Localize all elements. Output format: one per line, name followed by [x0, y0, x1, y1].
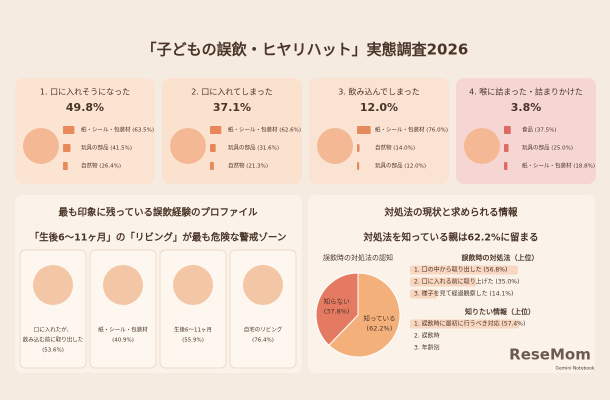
bar	[63, 162, 68, 170]
list-item: 2. 誤飲時	[414, 332, 440, 340]
bar	[410, 265, 518, 275]
item-label: 食品 (37.5%)	[522, 126, 557, 134]
illustration	[464, 128, 500, 164]
bar	[210, 126, 222, 134]
illustration	[33, 265, 73, 305]
card-rate: 3.8%	[511, 101, 542, 114]
bar	[504, 126, 511, 134]
item-label: 玩具の部品 (12.0%)	[375, 162, 426, 170]
card-heading: 3. 飲み込んでしまった	[338, 87, 419, 97]
bar	[410, 289, 437, 299]
bar	[357, 126, 371, 134]
tile-caption: (76.4%)	[252, 338, 274, 344]
response-subtitle: 対処法を知っている親は62.2%に留まる	[363, 232, 539, 244]
tile-caption: (53.6%)	[42, 348, 64, 354]
profile-subtitle: 「生後6～11ヶ月」の「リビング」が最も危険な警戒ゾーン	[30, 232, 287, 244]
tile-caption: 紙・シール・包装材	[98, 326, 148, 334]
illustration	[173, 265, 213, 305]
item-label: 玩具の部品 (31.6%)	[228, 144, 279, 152]
response-heading: 対処法の現状と求められる情報	[383, 207, 518, 219]
illustration	[317, 128, 353, 164]
illustration	[243, 265, 283, 305]
pie-slice	[315, 272, 359, 346]
bar	[504, 162, 508, 170]
card-heading: 2. 口に入れてしまった	[191, 88, 273, 97]
bar	[504, 144, 509, 152]
illustration	[170, 128, 206, 164]
profile-heading: 最も印象に残っている誤飲経験のプロファイル	[58, 207, 258, 219]
pie-pct: (37.8%)	[324, 307, 350, 315]
pie-label: 知っている	[363, 314, 395, 323]
tile-caption: 口に入れたが、	[34, 326, 72, 334]
card-rate: 37.1%	[213, 101, 251, 114]
pie-label: 知らない	[324, 296, 350, 305]
list-item: 1. 口の中から取り出した (56.8%)	[414, 266, 507, 274]
bar	[357, 162, 360, 170]
tile-caption: (40.9%)	[112, 338, 134, 344]
bar	[210, 162, 214, 170]
item-label: 自然物 (14.0%)	[375, 144, 415, 152]
list-heading: 誤飲時の対処法（上位）	[462, 253, 539, 262]
bar	[357, 144, 360, 152]
list-heading: 知りたい情報（上位）	[464, 307, 535, 316]
pie-pct: (62.2%)	[367, 325, 393, 333]
watermark: ReseMom	[509, 346, 591, 364]
bar	[210, 144, 216, 152]
item-label: 自然物 (21.3%)	[228, 162, 268, 170]
card-rate: 49.8%	[66, 101, 104, 114]
item-label: 玩具の部品 (25.0%)	[522, 144, 573, 152]
pie-title: 誤飲時の対処法の認知	[323, 253, 393, 262]
credit: Gemini Notebook	[555, 366, 594, 372]
list-item: 1. 誤飲時に最初に行うべき対応 (57.4%)	[414, 320, 525, 328]
item-label: 紙・シール・包装材 (76.0%)	[375, 126, 448, 134]
illustration	[23, 128, 59, 164]
item-label: 紙・シール・包装材 (62.6%)	[228, 126, 301, 134]
bar	[63, 126, 75, 134]
card-heading: 4. 喉に詰まった・詰まりかけた	[469, 87, 583, 97]
item-label: 玩具の部品 (41.5%)	[81, 144, 132, 152]
tile-caption: 飲み込む前に取り出した	[23, 336, 84, 344]
item-label: 自然物 (26.4%)	[81, 162, 121, 170]
bar	[410, 277, 477, 287]
tile-caption: 自宅のリビング	[244, 326, 283, 334]
item-label: 紙・シール・包装材 (63.5%)	[81, 126, 154, 134]
bar	[63, 144, 71, 152]
title: 「子どもの誤飲・ヒヤリハット」実態調査2026	[142, 41, 469, 59]
list-item: 2. 口に入れる前に取り上げた (35.0%)	[414, 278, 519, 286]
list-item: 3. 様子を見て経過観察した (14.1%)	[414, 290, 513, 298]
item-label: 紙・シール・包装材 (18.8%)	[522, 162, 595, 170]
tile-caption: (55.9%)	[182, 338, 204, 344]
card-heading: 1. 口に入れそうになった	[40, 88, 130, 97]
card-rate: 12.0%	[360, 101, 398, 114]
list-item: 3. 年齢別	[414, 344, 440, 352]
tile-caption: 生後6～11ヶ月	[174, 326, 212, 334]
bar	[410, 319, 520, 329]
illustration	[103, 265, 143, 305]
pie-slice	[328, 272, 401, 358]
